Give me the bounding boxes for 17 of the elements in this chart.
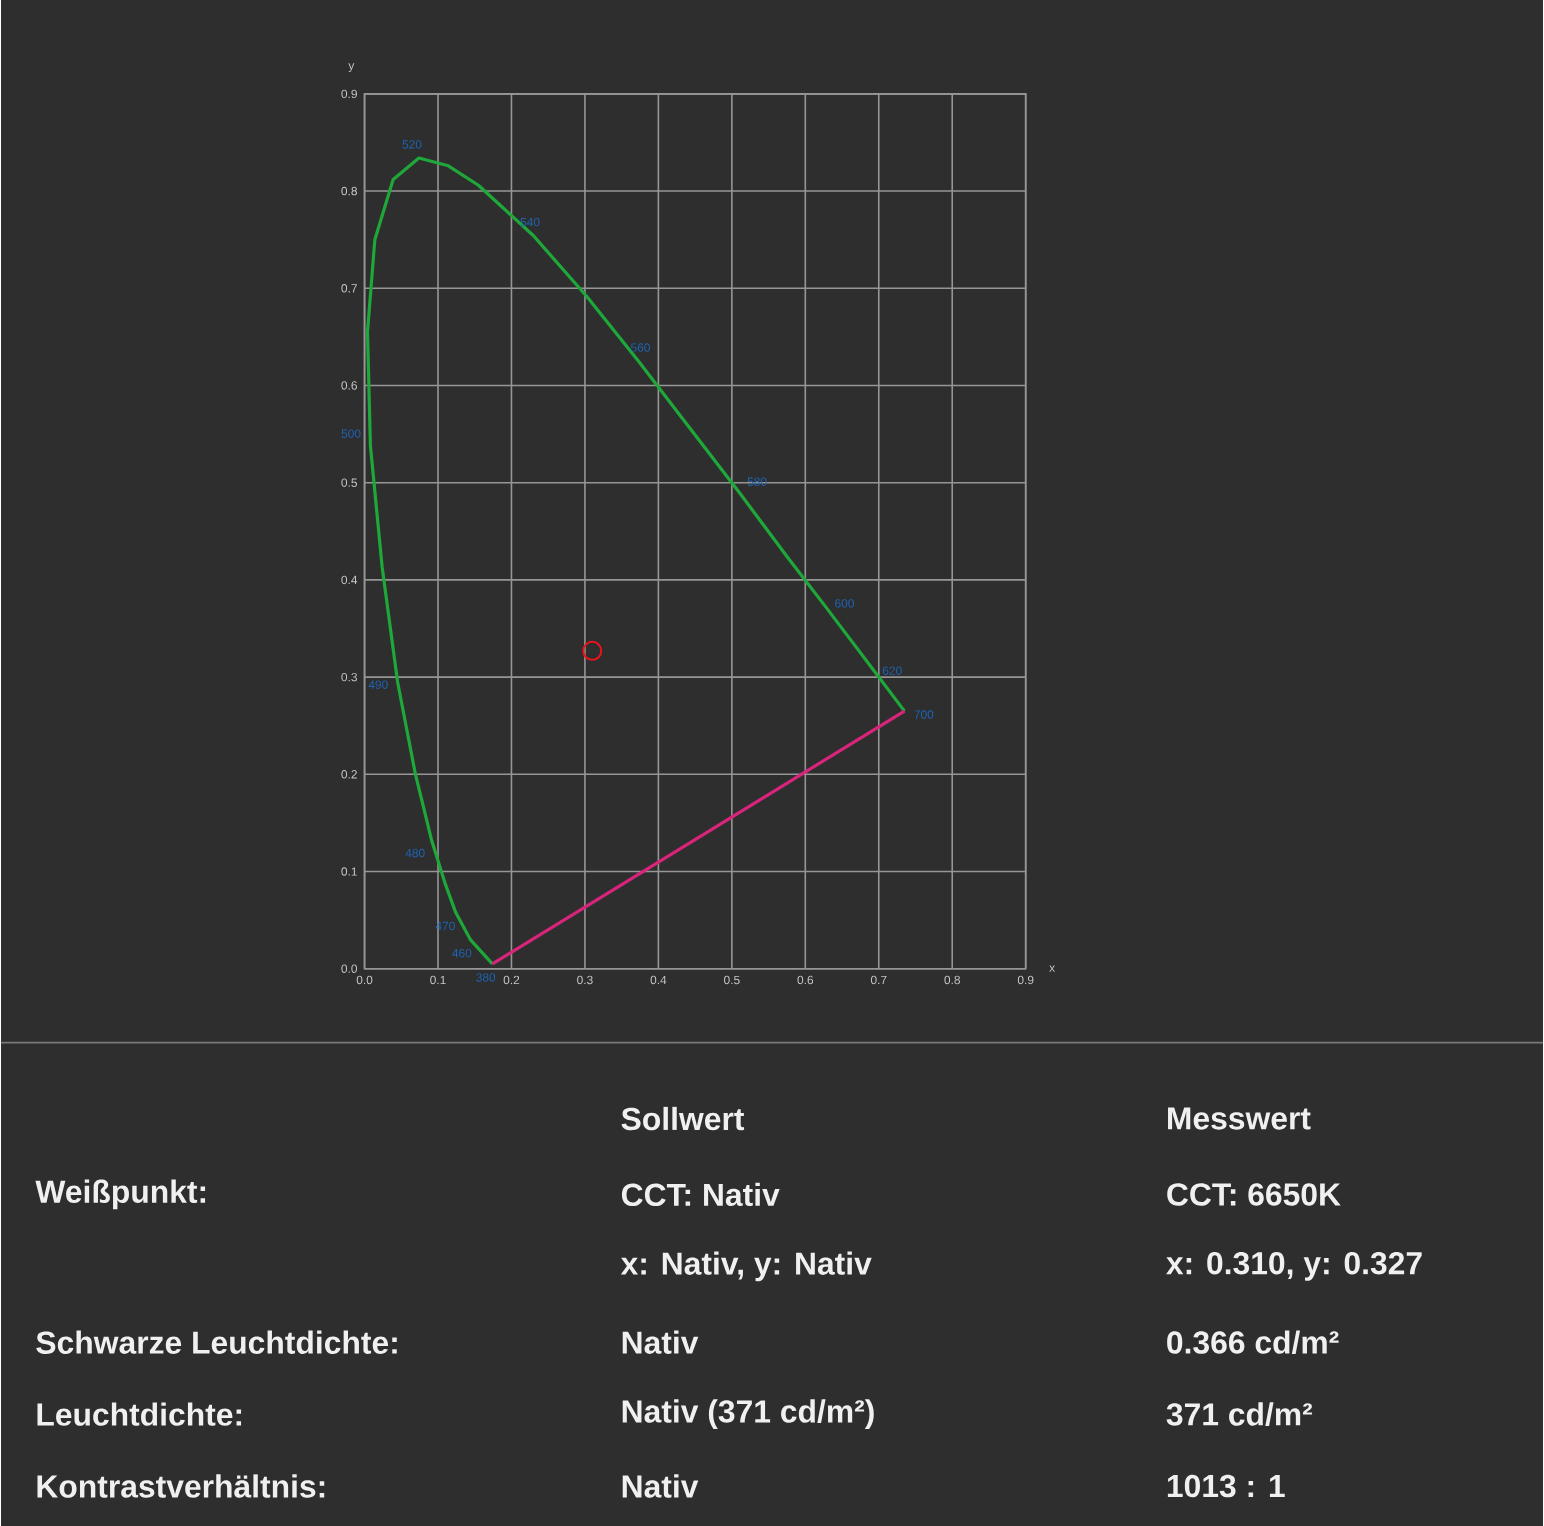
text: Nativ — [622, 1474, 699, 1498]
text: CCT: Nativ — [621, 1182, 780, 1207]
text: CCT: 6650K — [1167, 1183, 1341, 1206]
text: x: 0.310, y: 0.327 — [1166, 1251, 1422, 1281]
text: Sollwert — [621, 1106, 745, 1131]
text: Leuchtdichte: — [37, 1402, 242, 1426]
text: Schwarze Leuchtdichte: — [36, 1330, 397, 1354]
text: Kontrastverhältnis: — [37, 1474, 325, 1498]
text: Nativ — [622, 1330, 699, 1354]
text: 371 cd/m² — [1166, 1402, 1313, 1426]
line-series — [365, 156, 907, 966]
text: 0.366 cd/m² — [1167, 1330, 1339, 1355]
text: 1013 : 1 — [1167, 1474, 1285, 1498]
text: Nativ (371 cd/m²) — [622, 1399, 874, 1429]
text: x: Nativ, y: Nativ — [620, 1251, 872, 1282]
text: Messwert — [1168, 1107, 1311, 1130]
text: Weißpunkt: — [35, 1179, 206, 1210]
